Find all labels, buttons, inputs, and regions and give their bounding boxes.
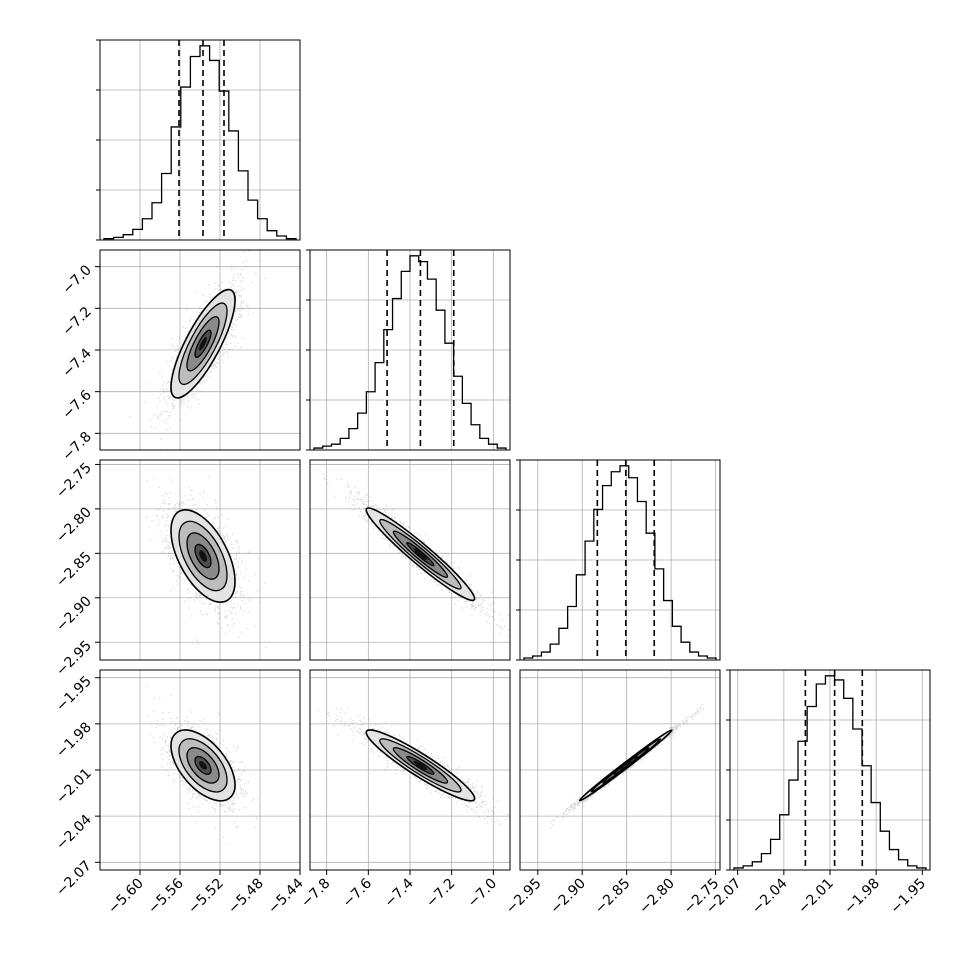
pair-frame-1 bbox=[99, 459, 301, 661]
xtick-label-1-3: −7.2 bbox=[423, 876, 458, 911]
ytick-label-2-0: −2.95 bbox=[53, 638, 95, 680]
ytick-label-1-2: −7.4 bbox=[59, 345, 94, 380]
scatter-points-3 bbox=[146, 685, 261, 846]
ytick-label-2-2: −2.85 bbox=[53, 549, 95, 591]
hist-panel-2 bbox=[516, 459, 721, 661]
xtick-label-2-1: −2.90 bbox=[547, 876, 589, 918]
pair-frame-5 bbox=[519, 669, 721, 871]
pair-frame-2 bbox=[309, 459, 511, 661]
xtick-label-2-3: −2.80 bbox=[636, 876, 678, 918]
pair-panel-1-3 bbox=[309, 669, 511, 871]
xtick-label-3-2: −2.01 bbox=[795, 876, 837, 918]
density-core-2 bbox=[413, 548, 428, 561]
hist-panel-1 bbox=[306, 249, 511, 451]
hist-step-0 bbox=[103, 45, 297, 240]
xtick-label-3-4: −1.95 bbox=[887, 876, 929, 918]
ytick-label-2-3: −2.80 bbox=[53, 504, 95, 546]
pair-panel-0-1 bbox=[99, 249, 301, 451]
xtick-label-0-1: −5.56 bbox=[145, 875, 187, 917]
xtick-label-0-0: −5.60 bbox=[105, 876, 147, 918]
density-core-4 bbox=[413, 760, 428, 770]
xtick-label-1-2: −7.4 bbox=[381, 875, 416, 910]
pair-panel-0-2 bbox=[99, 459, 301, 661]
ytick-label-3-1: −2.04 bbox=[53, 812, 95, 854]
ytick-label-3-4: −1.95 bbox=[53, 673, 95, 715]
hist-panel-3 bbox=[726, 669, 931, 871]
density-core-0 bbox=[199, 336, 208, 351]
ytick-label-1-4: −7.0 bbox=[59, 262, 94, 297]
ytick-label-1-1: −7.6 bbox=[59, 387, 94, 422]
xtick-label-1-4: −7.0 bbox=[465, 876, 500, 911]
hist-step-1 bbox=[313, 255, 507, 450]
ytick-label-3-3: −1.98 bbox=[53, 719, 95, 761]
density-core-1 bbox=[198, 550, 207, 562]
xtick-label-2-0: −2.95 bbox=[503, 876, 545, 918]
ytick-label-3-2: −2.01 bbox=[53, 766, 95, 808]
hist-step-2 bbox=[523, 465, 717, 660]
xtick-label-1-1: −7.6 bbox=[340, 875, 375, 910]
ytick-label-1-3: −7.2 bbox=[59, 304, 94, 339]
pair-panel-2-3 bbox=[519, 669, 721, 871]
xtick-label-0-2: −5.52 bbox=[185, 876, 227, 918]
pair-panel-0-3 bbox=[99, 669, 301, 871]
hist-step-3 bbox=[733, 675, 927, 870]
ytick-label-2-1: −2.90 bbox=[53, 593, 95, 635]
xtick-label-2-2: −2.85 bbox=[592, 876, 634, 918]
xtick-label-3-1: −2.04 bbox=[749, 875, 791, 917]
ytick-label-3-0: −2.07 bbox=[53, 858, 95, 900]
xtick-label-0-3: −5.48 bbox=[225, 876, 267, 918]
hist-panel-0 bbox=[96, 39, 301, 241]
ytick-label-2-4: −2.75 bbox=[53, 460, 95, 502]
pair-panel-1-2 bbox=[309, 459, 511, 661]
xtick-label-3-3: −1.98 bbox=[841, 876, 883, 918]
density-core-5 bbox=[619, 760, 632, 771]
ytick-label-1-0: −7.8 bbox=[59, 429, 94, 464]
xtick-label-1-0: −7.8 bbox=[298, 876, 333, 911]
density-core-3 bbox=[199, 760, 208, 770]
